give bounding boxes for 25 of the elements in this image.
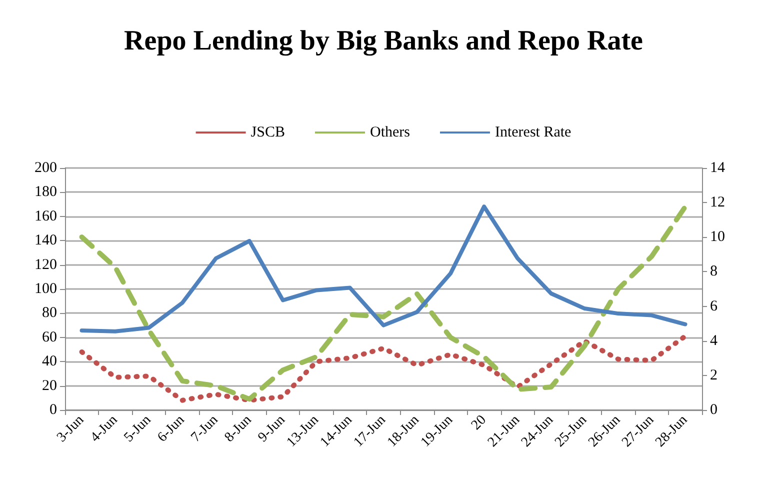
line-series bbox=[80, 204, 688, 334]
legend-label: JSCB bbox=[250, 124, 286, 140]
y-tick-label: 120 bbox=[34, 256, 57, 273]
y-tick-label: 20 bbox=[42, 378, 57, 394]
y2-tick-label: 10 bbox=[710, 229, 725, 246]
y2-tick-label: 0 bbox=[710, 402, 718, 418]
chart-title: Repo Lending by Big Banks and Repo Rate bbox=[124, 26, 643, 56]
x-tick-label: 20 bbox=[468, 412, 490, 434]
y2-tick-label: 6 bbox=[710, 298, 718, 314]
y-tick-label: 100 bbox=[34, 281, 57, 297]
y2-tick-label: 4 bbox=[710, 332, 718, 349]
legend-label: Others bbox=[370, 124, 410, 140]
y-tick-label: 200 bbox=[34, 160, 57, 176]
y-tick-label: 140 bbox=[34, 232, 57, 249]
y2-tick-label: 12 bbox=[710, 194, 725, 211]
y2-tick-label: 2 bbox=[710, 367, 718, 384]
y2-tick-label: 14 bbox=[710, 160, 726, 176]
y-tick-label: 40 bbox=[42, 354, 57, 370]
y-tick-label: 80 bbox=[42, 305, 57, 322]
y2-tick-label: 8 bbox=[710, 264, 718, 280]
legend-label: Interest Rate bbox=[494, 124, 572, 140]
y-tick-label: 160 bbox=[34, 208, 57, 224]
y-tick-label: 60 bbox=[42, 329, 57, 346]
y-tick-label: 180 bbox=[34, 184, 57, 200]
y-tick-label: 0 bbox=[50, 402, 57, 418]
